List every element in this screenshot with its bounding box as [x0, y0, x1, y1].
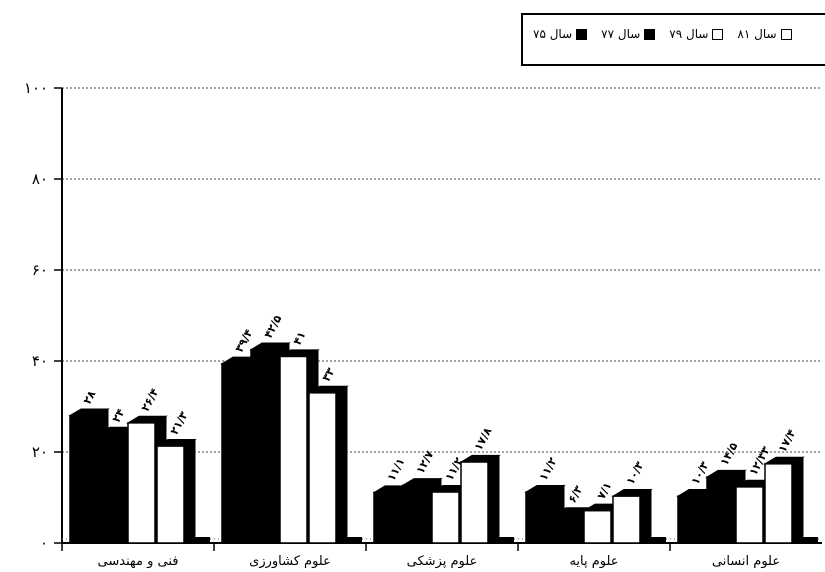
bar [554, 513, 583, 544]
y-tick-label: ۸۰ [32, 170, 48, 188]
legend-swatch [644, 28, 656, 40]
data-label: ۱۷/۴ [776, 427, 799, 455]
floor-slab [186, 537, 210, 542]
legend-label: سال ۷۹ [669, 27, 709, 41]
legend-swatch [576, 28, 588, 40]
legend-swatch [712, 28, 724, 40]
bar [127, 422, 156, 544]
x-tick-label: علوم کشاورزی [249, 554, 331, 569]
legend-label: سال ۷۵ [533, 27, 573, 41]
floor-slab [642, 537, 666, 542]
x-tick-label: فنی و مهندسی [98, 554, 179, 569]
bar [735, 486, 764, 544]
bars [68, 342, 818, 544]
data-label: ۱۷/۸ [472, 425, 495, 453]
bar [98, 433, 127, 544]
bar [460, 461, 489, 544]
legend-item: سال ۸۱ [737, 27, 792, 41]
legend-items: سال ۷۵ سال ۷۷ سال ۷۹ سال ۸۱ [533, 27, 792, 41]
data-label: ۷/۱ [595, 480, 615, 502]
data-label: ۱۱/۱ [385, 456, 408, 483]
y-tick-label: ۱۰۰ [24, 79, 48, 97]
data-label: ۱۱/۲ [537, 455, 560, 483]
data-label: ۲۴ [110, 406, 128, 424]
legend-item: سال ۷۷ [601, 27, 656, 41]
x-tick-label: علوم پزشکی [407, 554, 478, 569]
y-tick-label: ۲۰ [32, 443, 48, 461]
legend-label: سال ۸۱ [737, 27, 777, 41]
bar [308, 392, 337, 544]
bar [764, 463, 793, 544]
bar [583, 509, 612, 544]
floor-slab [794, 537, 818, 542]
data-label: ۴۲/۵ [262, 313, 285, 341]
legend-label: سال ۷۷ [601, 27, 641, 41]
y-tick-label: ۶۰ [32, 261, 48, 279]
bar [221, 362, 250, 544]
bar [69, 414, 98, 544]
data-label: ۶/۳ [566, 483, 586, 505]
bar-side [639, 488, 652, 544]
data-label: ۲۸ [81, 388, 99, 406]
legend-item: سال ۷۵ [533, 27, 588, 41]
x-tick-label: علوم پایه [569, 554, 618, 569]
bar [677, 495, 706, 544]
bar [373, 491, 402, 544]
bar [402, 484, 431, 544]
bar [612, 495, 641, 544]
bar-side [791, 456, 804, 544]
bar [156, 445, 185, 544]
legend: سال ۷۵ سال ۷۷ سال ۷۹ سال ۸۱ [521, 13, 825, 66]
bar-side [487, 454, 500, 544]
legend-swatch [780, 28, 792, 40]
data-label: ۲۶/۴ [139, 386, 162, 414]
x-tick-label: علوم انسانی [712, 554, 780, 569]
bar-side [335, 385, 348, 544]
data-label: ۳۳ [320, 365, 338, 383]
tick-labels: ۰ ۲۰ ۴۰ ۶۰ ۸۰ ۱۰۰ فنی و مهندسی علوم کشاورزی علوم… [24, 79, 780, 569]
y-tick-label: ۰ [40, 534, 48, 552]
grid-lines [62, 87, 822, 453]
bar [431, 491, 460, 544]
floor-slab [338, 537, 362, 542]
bar [525, 491, 554, 544]
data-label: ۴۱ [291, 329, 309, 347]
bar [706, 476, 735, 544]
bar [250, 348, 279, 544]
bar-side [183, 438, 196, 544]
data-label: ۱۲/۷ [414, 448, 437, 476]
y-tick-label: ۴۰ [32, 352, 48, 370]
data-label: ۲۱/۳ [168, 409, 191, 437]
data-label: ۱۴/۵ [718, 440, 741, 468]
bar [279, 355, 308, 544]
data-label: ۱۰/۳ [624, 459, 647, 487]
floor-slab [490, 537, 514, 542]
legend-item: سال ۷۹ [669, 27, 724, 41]
